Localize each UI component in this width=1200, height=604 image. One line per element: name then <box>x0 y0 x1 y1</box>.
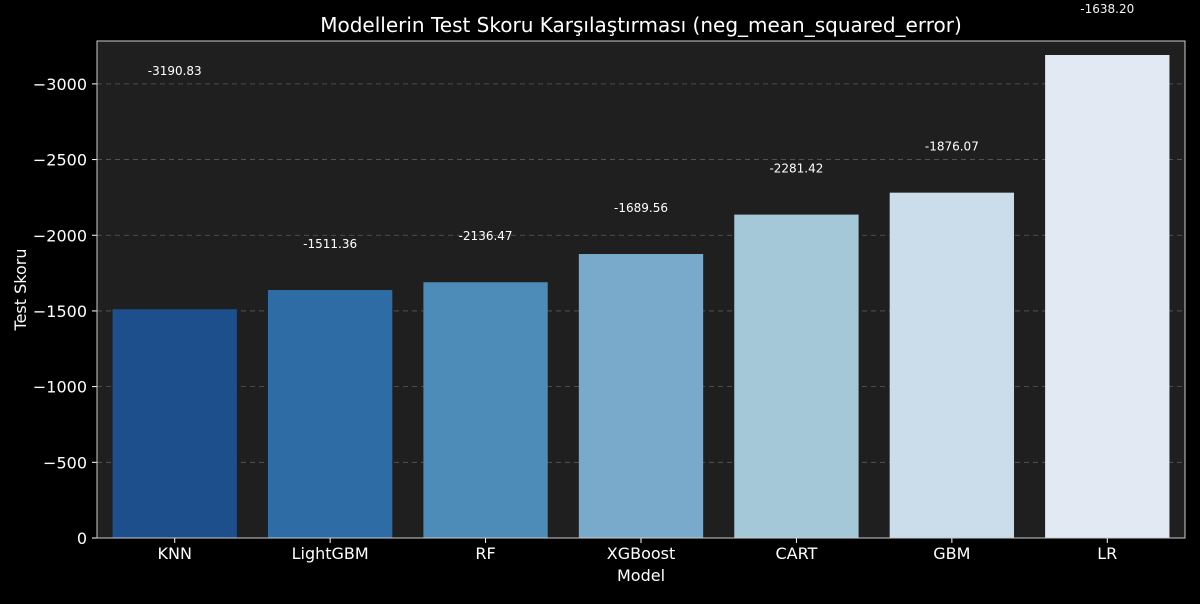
data-label: -2281.42 <box>769 162 823 176</box>
bar-lr <box>1045 55 1170 538</box>
bar-gbm <box>889 192 1015 538</box>
y-axis-label: Test Skoru <box>11 249 30 332</box>
x-tick-label: GBM <box>933 544 970 563</box>
bars <box>112 55 1170 538</box>
y-tick-label: −3000 <box>33 75 87 94</box>
data-label: -1876.07 <box>925 140 979 154</box>
y-tick-label: −2000 <box>33 226 87 245</box>
bar-rf <box>423 282 548 538</box>
data-label: -2136.47 <box>459 229 513 243</box>
y-tick-label: −1000 <box>33 378 87 397</box>
x-tick-label: LightGBM <box>292 544 369 563</box>
x-axis-label: Model <box>617 566 665 585</box>
data-label: -1638.20 <box>1080 2 1134 16</box>
x-tick-label: CART <box>776 544 818 563</box>
bar-xgboost <box>578 254 704 538</box>
bar-lightgbm <box>267 290 393 538</box>
x-tick-label: XGBoost <box>607 544 676 563</box>
data-labels: -3190.83 -1511.36 -2136.47 -1689.56 -2281.42… <box>148 2 1135 251</box>
x-tick-label: KNN <box>157 544 191 563</box>
y-tick-label: −1500 <box>33 302 87 321</box>
plot-frame <box>96 40 1186 539</box>
y-tick-label: 0 <box>77 529 87 548</box>
chart-title: Modellerin Test Skoru Karşılaştırması (n… <box>320 13 962 37</box>
bar-cart <box>734 214 859 538</box>
axes: 0 −500 −1000 −1500 −2000 −2500 −3000 KNN LightGB… <box>33 40 1186 563</box>
y-tick-label: −500 <box>43 453 87 472</box>
data-label: -1511.36 <box>303 237 357 251</box>
data-label: -1689.56 <box>614 201 668 215</box>
data-label: -3190.83 <box>148 64 202 78</box>
bar-knn <box>112 309 237 538</box>
y-tick-label: −2500 <box>33 151 87 170</box>
x-tick-label: RF <box>475 544 495 563</box>
x-tick-label: LR <box>1097 544 1117 563</box>
